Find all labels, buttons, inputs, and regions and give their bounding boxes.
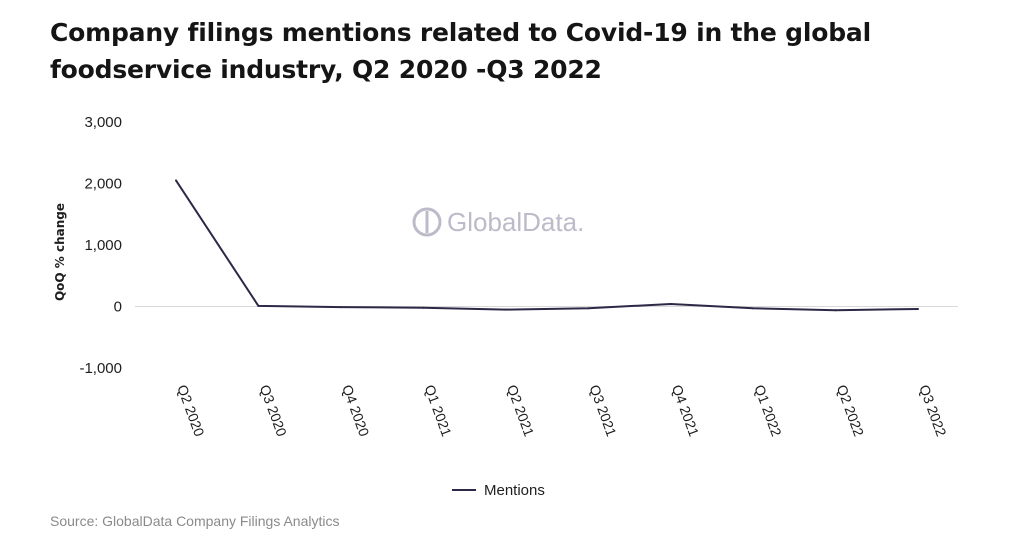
y-tick-label: 3,000 [84,114,122,131]
globaldata-watermark: GlobalData. [412,207,584,237]
y-tick-label: 1,000 [84,237,122,254]
x-tick-label: Q3 2020 [257,383,290,439]
data-point [752,307,755,310]
x-tick-label: Q4 2020 [339,383,372,439]
y-tick-label: 2,000 [84,176,122,193]
source-note: Source: GlobalData Company Filings Analy… [50,513,340,529]
x-tick-label: Q1 2021 [422,383,455,439]
watermark-text: GlobalData. [447,207,584,237]
data-point [834,309,837,312]
legend: Mentions [452,482,545,499]
data-point [422,306,425,309]
x-tick-label: Q1 2022 [751,383,784,439]
data-point [257,304,260,307]
data-point [339,306,342,309]
data-point [587,307,590,310]
x-tick-label: Q3 2022 [916,383,949,439]
data-point [504,308,507,311]
series-line-mentions [175,179,919,312]
x-tick-label: Q4 2021 [669,383,702,439]
chart-title: Company filings mentions related to Covi… [50,18,871,84]
legend-label: Mentions [484,482,545,499]
x-tick-label: Q2 2021 [504,383,537,439]
y-tick-label: 0 [114,299,122,316]
y-tick-label: -1,000 [79,360,122,377]
x-tick-label: Q3 2021 [586,383,619,439]
y-axis-title: QoQ % change [53,203,67,301]
data-point [175,179,177,182]
x-tick-label: Q2 2020 [174,383,207,439]
data-point [669,303,672,306]
data-point [917,307,919,310]
x-tick-label: Q2 2022 [834,383,867,439]
globaldata-logo-icon [412,207,442,237]
